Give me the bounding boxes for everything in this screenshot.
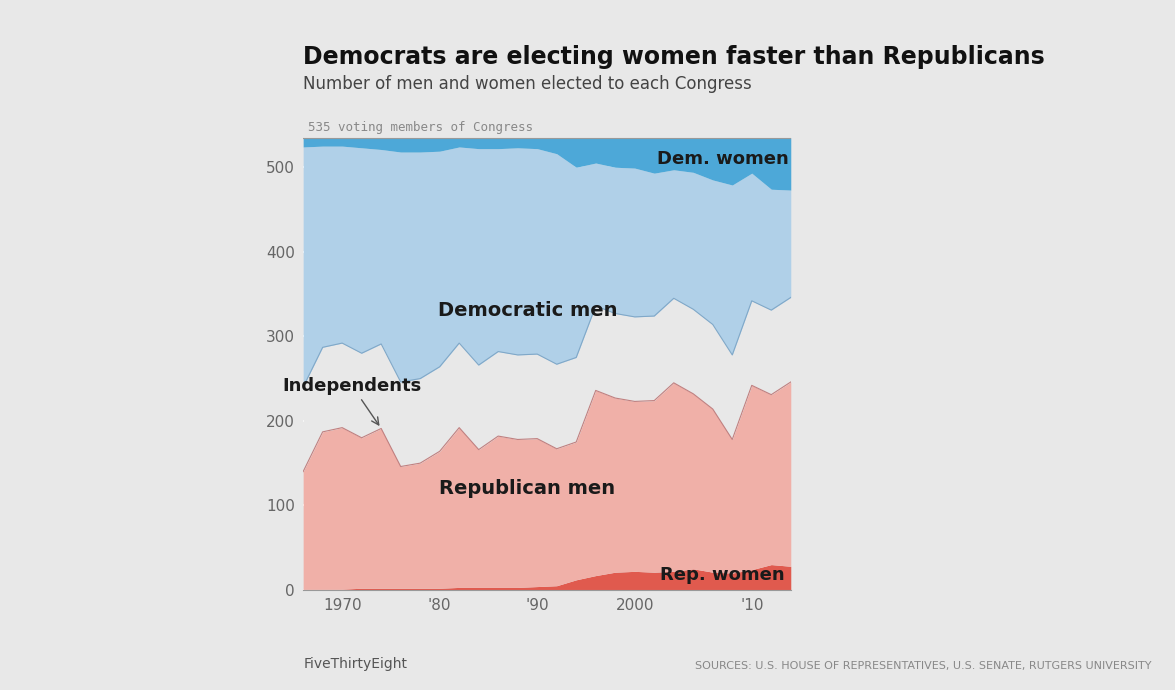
- Text: Republican men: Republican men: [439, 479, 616, 498]
- Text: Independents: Independents: [282, 377, 422, 425]
- Text: Number of men and women elected to each Congress: Number of men and women elected to each …: [303, 75, 752, 92]
- Text: Rep. women: Rep. women: [660, 566, 785, 584]
- Text: Democrats are electing women faster than Republicans: Democrats are electing women faster than…: [303, 45, 1045, 69]
- Text: FiveThirtyEight: FiveThirtyEight: [303, 657, 408, 671]
- Text: Democratic men: Democratic men: [438, 302, 617, 320]
- Text: Dem. women: Dem. women: [657, 150, 788, 168]
- Text: 535 voting members of Congress: 535 voting members of Congress: [308, 121, 533, 135]
- Text: SOURCES: U.S. HOUSE OF REPRESENTATIVES, U.S. SENATE, RUTGERS UNIVERSITY: SOURCES: U.S. HOUSE OF REPRESENTATIVES, …: [694, 661, 1152, 671]
